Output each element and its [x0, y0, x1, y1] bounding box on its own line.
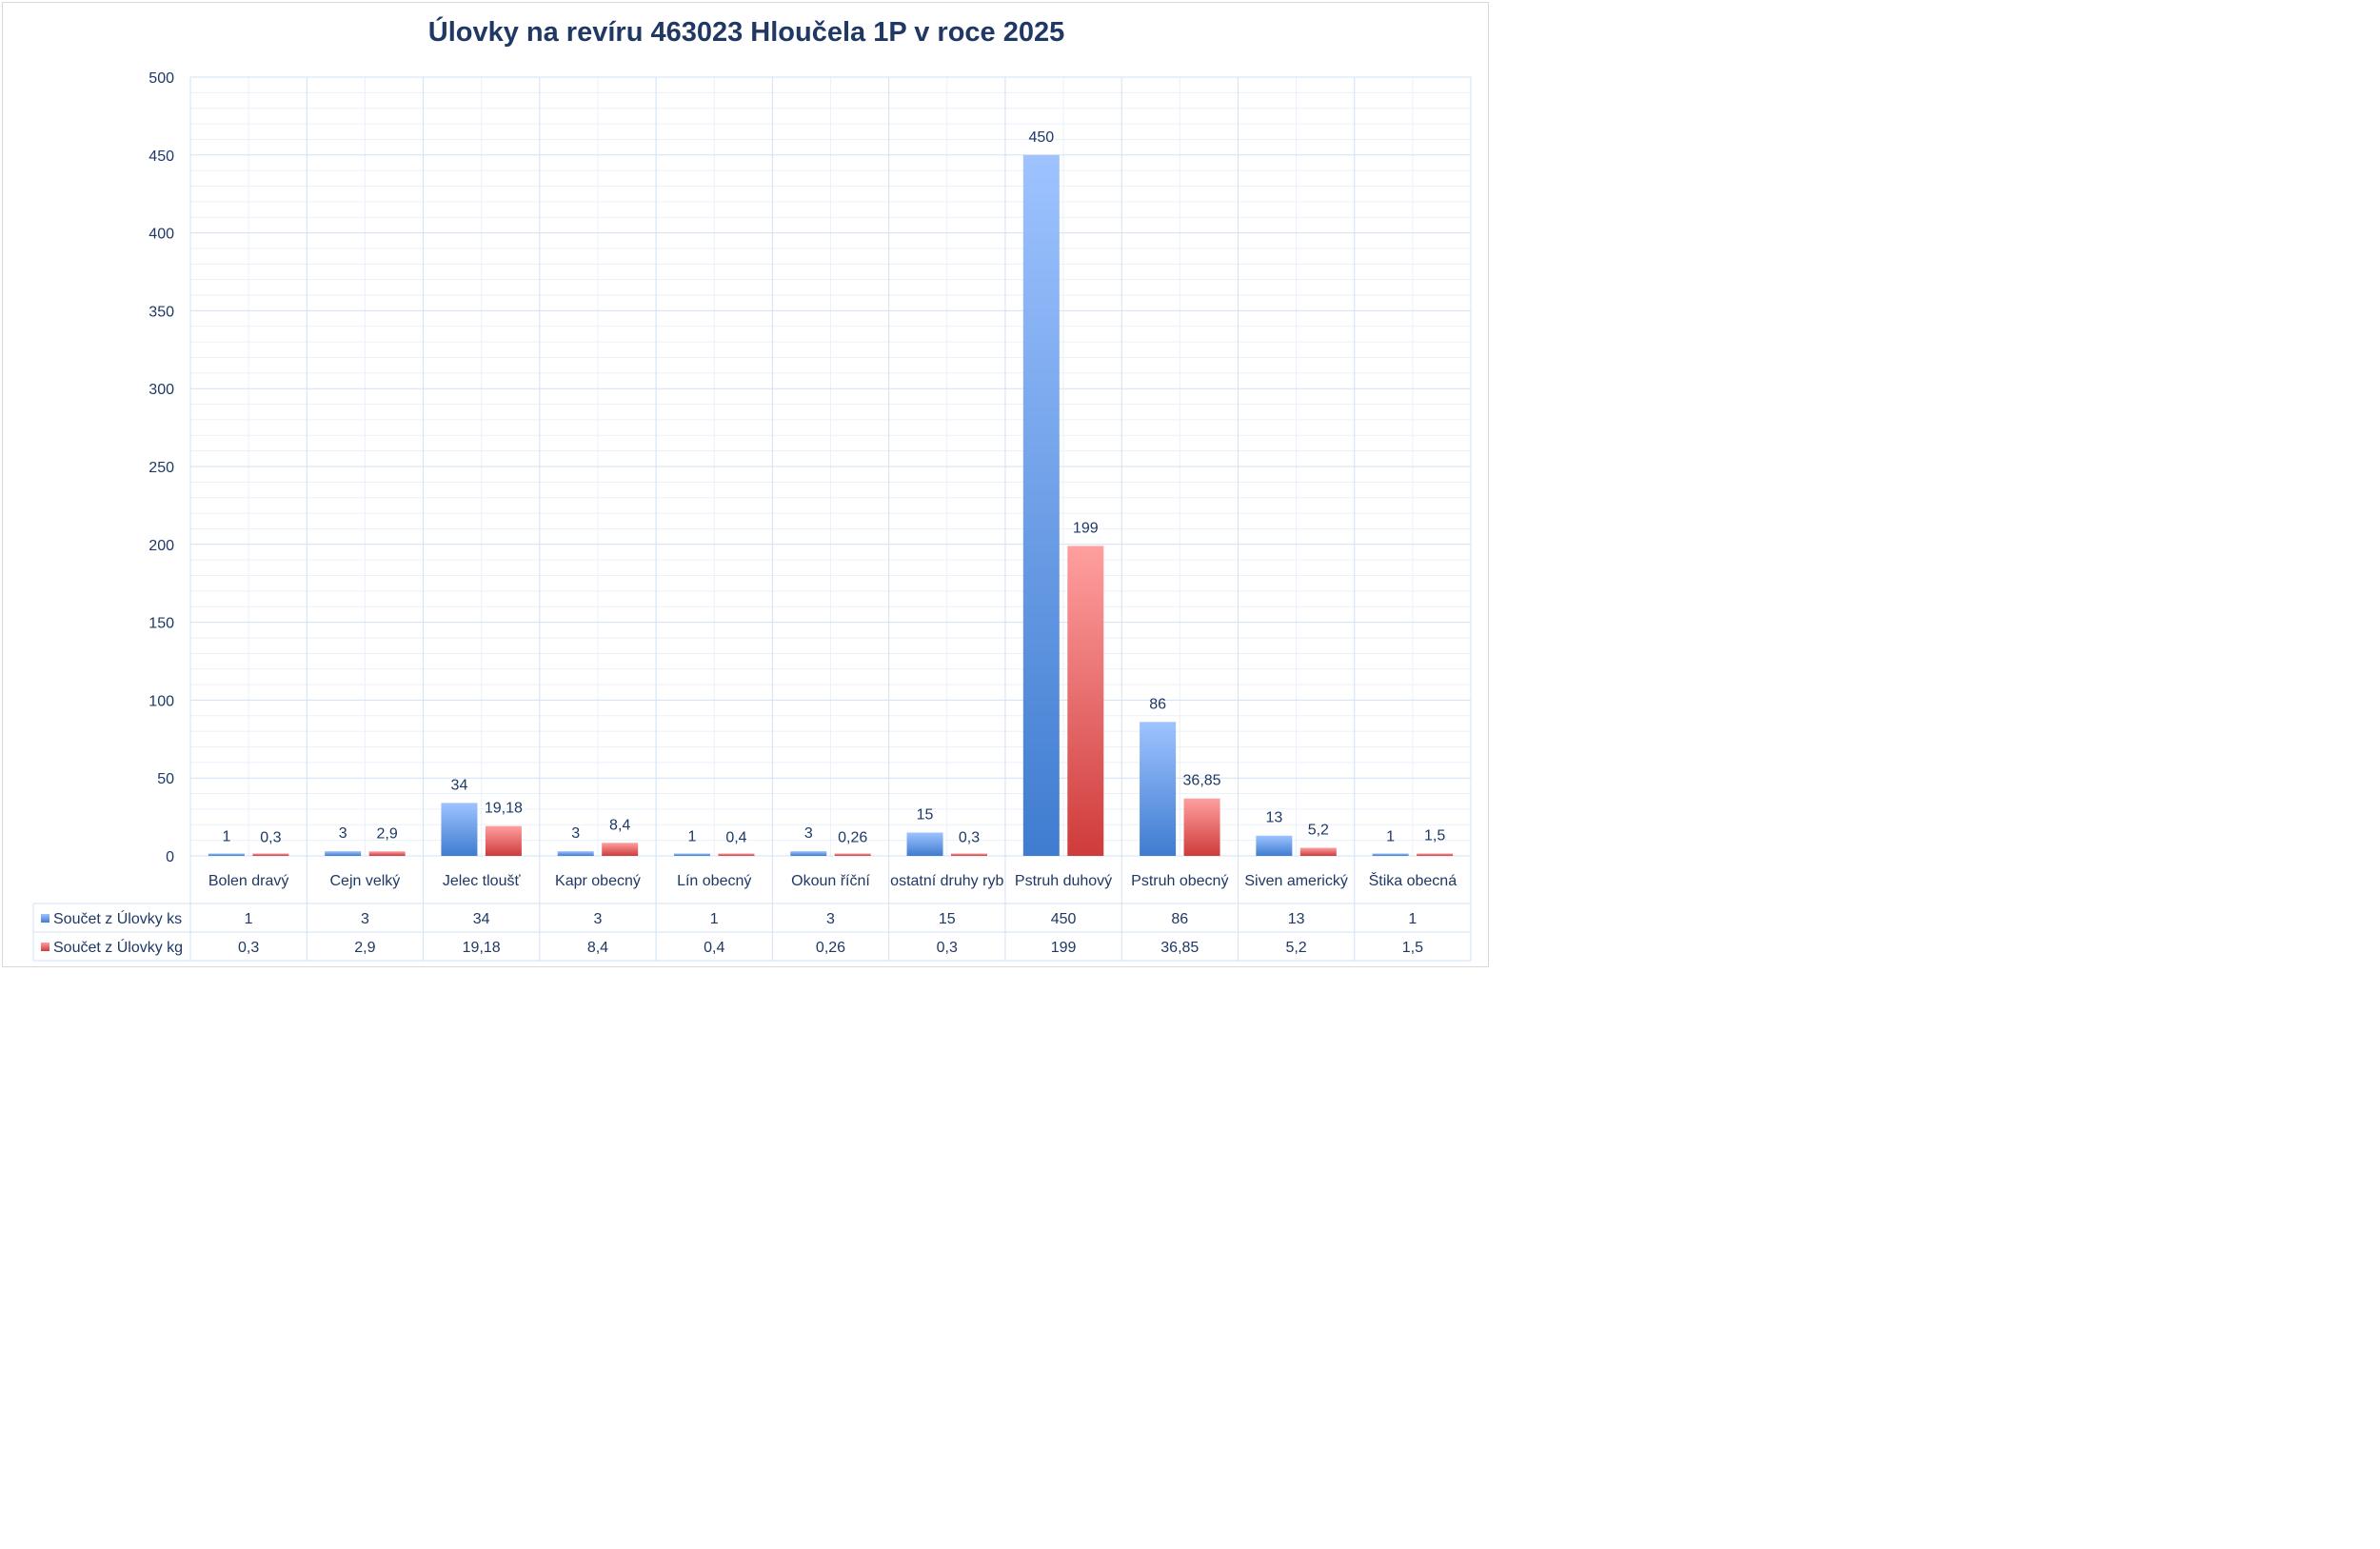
- data-label-ks: 3: [571, 825, 580, 842]
- y-tick-label: 50: [157, 771, 174, 787]
- data-label-kg: 2,9: [377, 825, 398, 842]
- data-label-ks: 3: [339, 825, 347, 842]
- bar-kg: [252, 853, 289, 856]
- y-tick-label: 0: [166, 849, 174, 865]
- category-label: Cejn velký: [330, 873, 401, 889]
- y-tick-label: 150: [149, 616, 174, 632]
- data-label-ks: 1: [222, 828, 230, 844]
- chart-frame: [2, 2, 1489, 967]
- bar-ks: [906, 832, 943, 856]
- category-label: Jelec tloušť: [443, 873, 522, 889]
- table-cell: 36,85: [1160, 940, 1199, 956]
- bars: [208, 154, 1454, 857]
- data-label-ks: 15: [917, 806, 934, 823]
- table-cell: 0,26: [816, 940, 845, 956]
- series-name: Součet z Úlovky kg: [53, 938, 183, 956]
- y-tick-label: 500: [149, 70, 174, 87]
- data-label-kg: 19,18: [485, 801, 523, 817]
- table-cell: 3: [594, 911, 603, 927]
- bar-kg: [602, 843, 639, 856]
- bar-kg: [368, 851, 406, 856]
- bar-ks: [325, 851, 362, 856]
- data-label-ks: 450: [1028, 129, 1054, 146]
- y-tick-label: 100: [149, 693, 174, 709]
- data-label-ks: 13: [1265, 810, 1282, 826]
- bar-ks: [673, 853, 710, 856]
- chart-title: Úlovky na revíru 463023 Hloučela 1P v ro…: [427, 17, 1065, 48]
- data-label-ks: 86: [1149, 696, 1166, 712]
- data-label-kg: 199: [1073, 520, 1099, 536]
- bar-kg: [485, 825, 522, 856]
- bar-kg: [1417, 853, 1454, 856]
- bar-kg: [951, 853, 988, 856]
- table-cell: 2,9: [354, 940, 375, 956]
- table-cell: 5,2: [1285, 940, 1306, 956]
- data-label-kg: 1,5: [1424, 828, 1445, 844]
- category-label: Siven americký: [1244, 873, 1347, 889]
- table-cell: 1: [245, 911, 253, 927]
- bar-kg: [718, 853, 755, 856]
- table-cell: 1,5: [1402, 940, 1423, 956]
- data-label-kg: 0,4: [725, 829, 746, 845]
- table-cell: 19,18: [463, 940, 501, 956]
- table-cell: 0,3: [238, 940, 259, 956]
- category-label: Kapr obecný: [555, 873, 641, 889]
- data-label-ks: 1: [1386, 828, 1395, 844]
- bar-ks: [441, 803, 478, 856]
- table-cell: 199: [1051, 940, 1077, 956]
- category-label: Bolen dravý: [208, 873, 289, 889]
- table-cell: 450: [1051, 911, 1077, 927]
- table-cell: 0,4: [704, 940, 724, 956]
- table-cell: 3: [361, 911, 369, 927]
- data-label-ks: 3: [804, 825, 813, 842]
- bar-kg: [834, 853, 871, 856]
- data-label-kg: 36,85: [1183, 773, 1221, 789]
- legend-key-kg: [41, 943, 50, 951]
- data-label-ks: 1: [688, 828, 697, 844]
- y-tick-label: 450: [149, 149, 174, 165]
- table-cell: 13: [1288, 911, 1305, 927]
- bar-ks: [208, 853, 245, 856]
- data-label-kg: 0,3: [260, 830, 281, 846]
- data-label-kg: 8,4: [609, 817, 630, 833]
- bar-ks: [1140, 722, 1177, 856]
- y-tick-label: 200: [149, 538, 174, 554]
- category-label: Lín obecný: [677, 873, 751, 889]
- bar-ks: [557, 851, 594, 856]
- category-label: ostatní druhy ryb: [890, 873, 1003, 889]
- bar-kg: [1299, 847, 1337, 856]
- bar-ks: [1372, 853, 1409, 856]
- category-label: Štika obecná: [1369, 871, 1458, 889]
- category-label: Pstruh duhový: [1015, 873, 1112, 889]
- y-tick-label: 250: [149, 460, 174, 476]
- table-cell: 0,3: [937, 940, 958, 956]
- category-label: Okoun říční: [791, 873, 870, 889]
- y-tick-label: 400: [149, 227, 174, 243]
- bar-ks: [1256, 835, 1293, 856]
- table-cell: 15: [939, 911, 956, 927]
- bar-ks: [1022, 154, 1060, 857]
- table-cell: 8,4: [587, 940, 608, 956]
- data-label-kg: 0,3: [959, 830, 980, 846]
- table-cell: 3: [826, 911, 835, 927]
- table-cell: 34: [473, 911, 490, 927]
- legend-key-ks: [41, 914, 50, 923]
- bar-kg: [1067, 546, 1104, 856]
- data-label-kg: 0,26: [838, 830, 867, 846]
- series-name: Součet z Úlovky ks: [53, 909, 182, 927]
- data-table: Bolen dravý Cejn velký Jelec tloušť Kapr ob…: [32, 871, 1471, 962]
- data-label-ks: 34: [451, 777, 468, 793]
- y-tick-label: 350: [149, 304, 174, 320]
- table-cell: 1: [1408, 911, 1417, 927]
- bar-ks: [790, 851, 827, 856]
- data-label-kg: 5,2: [1308, 822, 1329, 838]
- y-axis: 0 50 100 150 200 250 300 350 400 450 500: [149, 70, 174, 865]
- table-cell: 86: [1171, 911, 1188, 927]
- y-tick-label: 300: [149, 382, 174, 398]
- table-cell: 1: [710, 911, 719, 927]
- category-label: Pstruh obecný: [1131, 873, 1228, 889]
- bar-kg: [1183, 798, 1220, 856]
